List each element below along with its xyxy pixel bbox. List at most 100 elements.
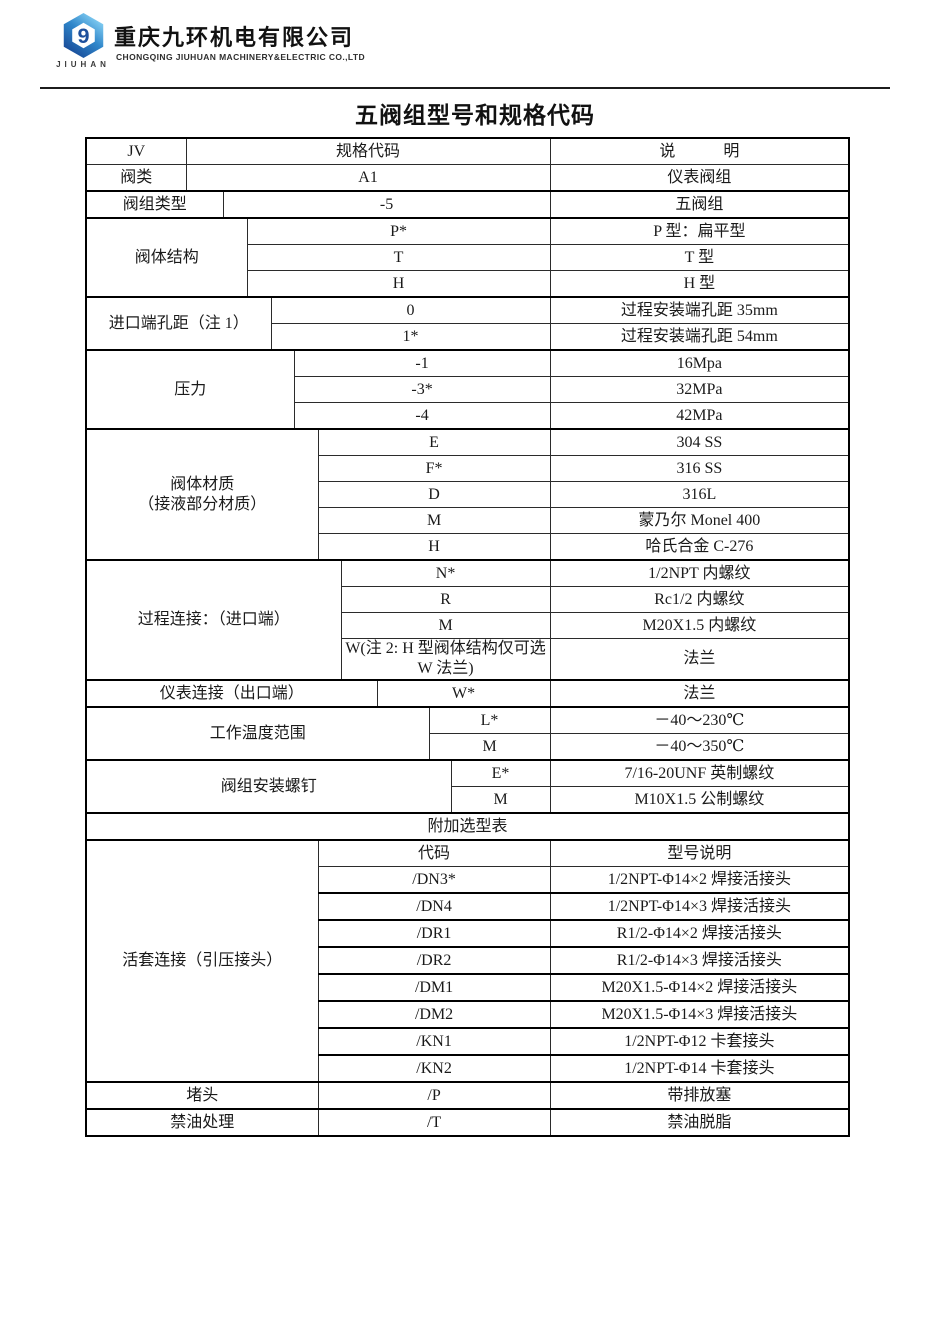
header-spec-code: 规格代码 (185, 137, 551, 165)
page-title: 五阀组型号和规格代码 (355, 103, 595, 128)
code-cell: 0 (270, 296, 551, 324)
letterhead-divider (40, 87, 890, 89)
desc-cell: 42MPa (549, 402, 850, 430)
code-cell: -3* (293, 376, 551, 403)
code-cell: -4 (293, 402, 551, 430)
code-cell: /P (317, 1081, 551, 1110)
desc-cell: 哈氏合金 C-276 (549, 533, 850, 561)
code-cell: 1* (270, 323, 551, 351)
table-row: T T 型 (86, 244, 850, 271)
table-row: 阀体结构 P* P 型：扁平型 (85, 217, 850, 298)
column-header-desc: 型号说明 (549, 839, 850, 867)
table-row: 禁油处理 /T 禁油脱脂 (85, 1108, 850, 1137)
section-label: 禁油处理 (85, 1108, 319, 1137)
table-row: H 哈氏合金 C-276 (86, 533, 850, 561)
code-cell: D (317, 481, 551, 508)
table-row: /DR2 R1/2-Φ14×3 焊接活接头 (86, 946, 850, 975)
desc-cell: 16Mpa (549, 349, 850, 377)
desc-cell: 法兰 (549, 679, 850, 708)
code-cell: /DM2 (317, 1000, 551, 1029)
section-label: 过程连接：（进口端） (85, 559, 342, 681)
code-cell: /DM1 (317, 973, 551, 1002)
section-label: 工作温度范围 (85, 706, 430, 761)
code-cell: M (340, 612, 551, 639)
code-cell: -1 (293, 349, 551, 377)
desc-cell: 1/2NPT-Φ12 卡套接头 (549, 1027, 850, 1056)
spec-code-table: JV 规格代码 说 明 阀类 A1 仪表阀组 阀组类型 -5 五阀组 阀体结构 … (85, 137, 851, 1137)
table-row: M 蒙乃尔 Monel 400 (86, 507, 850, 534)
code-cell: A1 (185, 164, 551, 192)
table-row: /DM1 M20X1.5-Φ14×2 焊接活接头 (86, 973, 850, 1002)
company-name-cn: 重庆九环机电有限公司 (114, 25, 355, 50)
svg-text:9: 9 (77, 23, 89, 48)
table-row: 阀组安装螺钉 E* 7/16-20UNF 英制螺纹 (85, 759, 850, 814)
desc-cell: 1/2NPT 内螺纹 (549, 559, 850, 587)
section-label-line1: 阀体材质 (170, 475, 235, 493)
company-logo: 9 JIUHAN (54, 12, 112, 69)
code-cell: F* (317, 455, 551, 482)
table-row: R Rc1/2 内螺纹 (86, 586, 850, 613)
table-row: /DN4 1/2NPT-Φ14×3 焊接活接头 (86, 892, 850, 921)
code-cell: M (450, 786, 551, 814)
code-cell: W* (376, 679, 551, 708)
code-cell: R (340, 586, 551, 613)
desc-cell: T 型 (549, 244, 850, 271)
code-cell: /DR2 (317, 946, 551, 975)
desc-cell: 法兰 (549, 638, 850, 681)
code-cell: /KN1 (317, 1027, 551, 1056)
desc-cell: 过程安装端孔距 54mm (549, 323, 850, 351)
additional-banner: 附加选型表 (85, 812, 850, 841)
desc-cell: 32MPa (549, 376, 850, 403)
desc-cell: R1/2-Φ14×3 焊接活接头 (549, 946, 850, 975)
table-row: 仪表连接（出口端） W* 法兰 (85, 679, 850, 708)
code-cell: /DN3* (317, 866, 551, 894)
table-row: 进口端孔距（注 1） 0 过程安装端孔距 35mm (85, 296, 850, 351)
table-row: M M10X1.5 公制螺纹 (86, 786, 850, 814)
section-label: 堵头 (85, 1081, 319, 1110)
code-cell: M (428, 733, 551, 761)
code-cell: /KN2 (317, 1054, 551, 1083)
code-cell: W(注 2: H 型阀体结构仅可选 W 法兰) (340, 638, 551, 681)
table-row: M －40～350℃ (86, 733, 850, 761)
section-label: 仪表连接（出口端） (85, 679, 378, 708)
table-row: H H 型 (86, 270, 850, 298)
desc-cell: 1/2NPT-Φ14×3 焊接活接头 (549, 892, 850, 921)
code-cell: L* (428, 706, 551, 734)
desc-cell: 316 SS (549, 455, 850, 482)
code-cell: H (317, 533, 551, 561)
section-label: 阀组安装螺钉 (85, 759, 452, 814)
table-row: /KN1 1/2NPT-Φ12 卡套接头 (86, 1027, 850, 1056)
desc-cell: 仪表阀组 (549, 164, 850, 192)
table-row: /DM2 M20X1.5-Φ14×3 焊接活接头 (86, 1000, 850, 1029)
desc-cell: M10X1.5 公制螺纹 (549, 786, 850, 814)
desc-cell: R1/2-Φ14×2 焊接活接头 (549, 919, 850, 948)
code-cell: M (317, 507, 551, 534)
code-cell: H (246, 270, 551, 298)
code-cell: E* (450, 759, 551, 787)
desc-cell: M20X1.5-Φ14×2 焊接活接头 (549, 973, 850, 1002)
table-row: JV 规格代码 说 明 (85, 137, 850, 165)
section-label-line2: （接液部分材质） (138, 495, 267, 513)
desc-cell: 7/16-20UNF 英制螺纹 (549, 759, 850, 787)
section-label: 压力 (85, 349, 295, 430)
code-cell: /DR1 (317, 919, 551, 948)
desc-cell: M20X1.5-Φ14×3 焊接活接头 (549, 1000, 850, 1029)
desc-cell: 316L (549, 481, 850, 508)
table-row: 1* 过程安装端孔距 54mm (86, 323, 850, 351)
desc-cell: 过程安装端孔距 35mm (549, 296, 850, 324)
code-cell: P* (246, 217, 551, 245)
desc-cell: 304 SS (549, 428, 850, 456)
table-row: 过程连接：（进口端） N* 1/2NPT 内螺纹 (85, 559, 850, 681)
code-cell: /DN4 (317, 892, 551, 921)
desc-cell: 1/2NPT-Φ14×2 焊接活接头 (549, 866, 850, 894)
desc-cell: M20X1.5 内螺纹 (549, 612, 850, 639)
hexagon-logo-icon: 9 (63, 12, 103, 59)
code-cell: N* (340, 559, 551, 587)
desc-cell: P 型：扁平型 (549, 217, 850, 245)
code-cell: /T (317, 1108, 551, 1137)
section-label: 进口端孔距（注 1） (85, 296, 272, 351)
section-label: 活套连接（引压接头） (85, 839, 319, 1083)
desc-cell: 蒙乃尔 Monel 400 (549, 507, 850, 534)
table-row: 阀类 A1 仪表阀组 (85, 164, 850, 192)
